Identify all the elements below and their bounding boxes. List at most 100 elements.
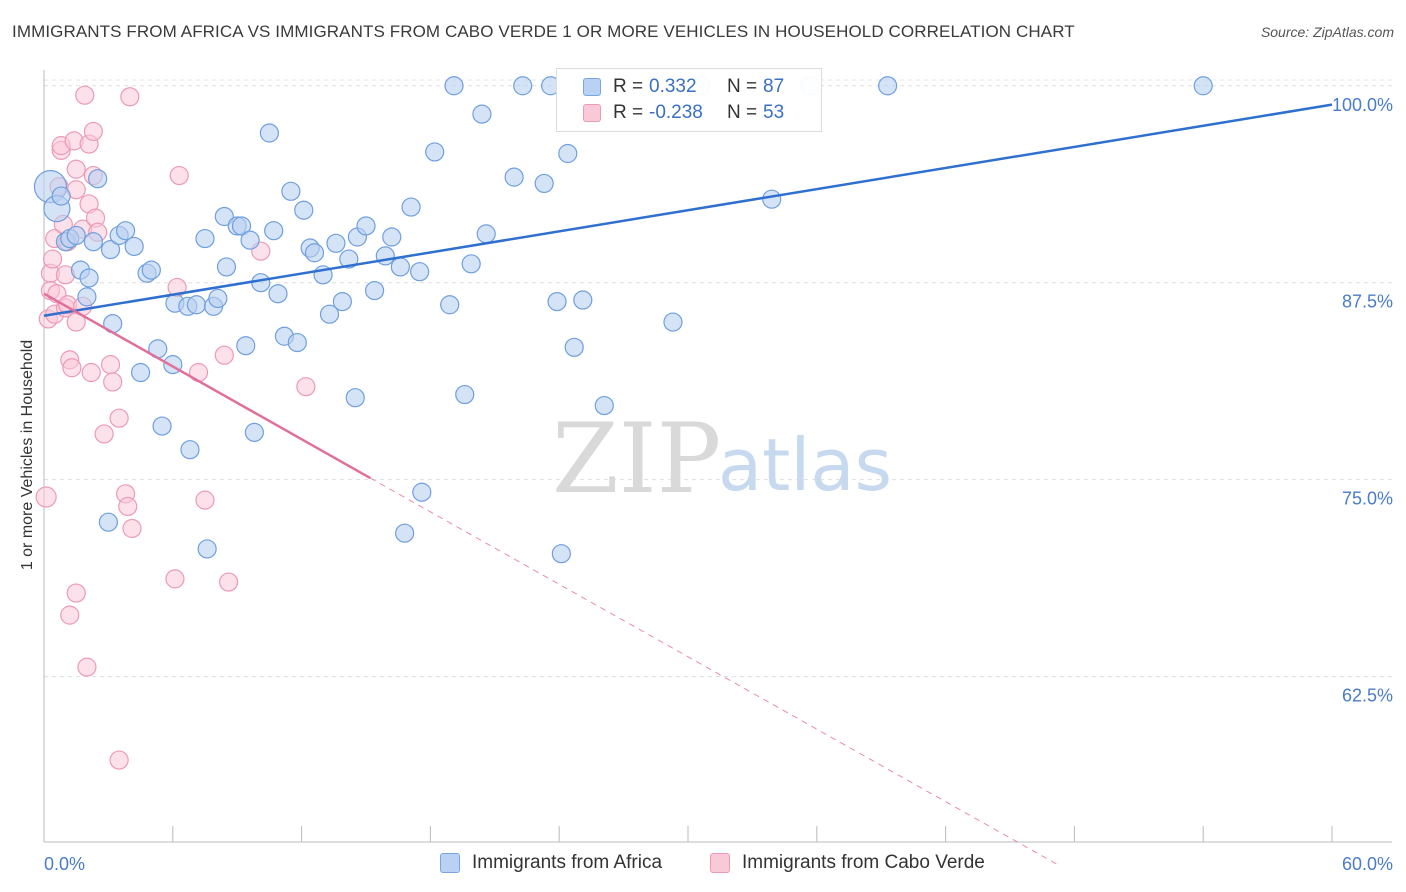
africa-point [461, 254, 481, 274]
cabo-point [120, 87, 140, 107]
cabo-point [214, 345, 234, 365]
africa-point [195, 228, 215, 249]
y-tick-label: 62.5% [1342, 686, 1393, 706]
africa-point [319, 304, 340, 324]
watermark: ZIP atlas [552, 403, 892, 515]
n-label: N = [727, 76, 758, 97]
africa-point [410, 262, 430, 282]
cabo-point [75, 85, 95, 105]
africa-point [236, 336, 256, 356]
africa-point [51, 186, 71, 206]
africa-point [339, 249, 359, 269]
africa-point [88, 169, 108, 189]
x-tick-label-max: 60.0% [1342, 854, 1393, 874]
trend-lines [43, 103, 1333, 867]
cabo-point [122, 518, 142, 539]
africa-point [264, 221, 284, 241]
y-tick-label: 100.0% [1332, 95, 1393, 115]
africa-point [77, 287, 97, 307]
africa-point [476, 224, 496, 244]
africa-point [564, 337, 584, 357]
cabo-point [109, 750, 129, 770]
africa-point [197, 539, 217, 559]
africa-point [444, 76, 464, 96]
africa-point [124, 236, 144, 257]
cabo-legend-swatch [710, 853, 730, 873]
cabo-point [81, 362, 101, 383]
africa-point [186, 295, 207, 315]
africa-legend-swatch [440, 853, 460, 873]
grid-lines [44, 79, 1392, 678]
africa-point [294, 200, 314, 220]
cabo-point [195, 490, 215, 510]
africa-point [356, 216, 376, 236]
africa-trend-line [43, 103, 1333, 318]
africa-point [287, 332, 307, 353]
africa-point [573, 290, 593, 310]
africa-point [412, 482, 432, 502]
cabo-point [42, 249, 63, 269]
africa-n-value: 87 [763, 76, 785, 97]
africa-point [504, 167, 524, 187]
cabo-point [66, 159, 86, 179]
series-legend: Immigrants from Africa Immigrants from C… [0, 852, 1406, 876]
africa-point [332, 292, 352, 312]
africa-point [364, 280, 385, 301]
africa-point [244, 422, 264, 442]
cabo-point [169, 165, 189, 186]
africa-point [216, 257, 237, 277]
cabo-verde-points [35, 85, 316, 770]
legend-item-africa[interactable]: Immigrants from Africa [440, 852, 662, 874]
x-tick-label-min: 0.0% [44, 854, 85, 874]
africa-point [115, 221, 136, 241]
africa-point [390, 257, 410, 277]
africa-point [208, 288, 228, 309]
stats-legend: R = 0.332 N = 87 R = -0.238 N = 53 [556, 68, 822, 132]
africa-point [66, 225, 86, 246]
y-axis-label: 1 or more Vehicles in Household [19, 339, 36, 571]
cabo-r-value: -0.238 [649, 102, 703, 123]
africa-point [472, 104, 492, 124]
cabo-point [77, 657, 97, 677]
cabo-point [219, 572, 239, 592]
africa-point [251, 273, 271, 293]
source-label: Source: ZipAtlas.com [1260, 24, 1394, 40]
africa-point [382, 227, 402, 247]
africa-point [214, 206, 234, 227]
r-label: R = [613, 102, 644, 123]
africa-point [375, 246, 395, 266]
africa-point [141, 260, 161, 280]
chart-title: IMMIGRANTS FROM AFRICA VS IMMIGRANTS FRO… [12, 22, 1075, 41]
africa-point [281, 181, 301, 201]
africa-point [547, 292, 567, 312]
legend-item-cabo[interactable]: Immigrants from Cabo Verde [710, 852, 985, 874]
cabo-point [60, 605, 80, 625]
cabo-point [100, 355, 121, 375]
cabo-swatch [583, 104, 601, 122]
cabo-point [118, 496, 138, 517]
africa-point [268, 284, 288, 304]
africa-point [455, 384, 475, 405]
watermark-zip: ZIP [552, 403, 721, 515]
africa-point [1193, 76, 1213, 96]
watermark-atlas: atlas [718, 423, 892, 507]
africa-point [79, 268, 99, 288]
africa-point [345, 388, 365, 408]
africa-point [513, 76, 533, 96]
africa-point [180, 440, 200, 460]
africa-point [259, 123, 279, 143]
cabo-point [109, 408, 129, 428]
africa-point [425, 142, 445, 162]
africa-point [98, 512, 119, 532]
africa-swatch [583, 78, 601, 96]
africa-point [551, 544, 571, 564]
cabo-point [35, 486, 57, 508]
legend-row-africa: R = 0.332 N = 87 [583, 74, 784, 100]
africa-point [878, 76, 898, 96]
cabo-trend-line [43, 292, 371, 480]
cabo-legend-label: Immigrants from Cabo Verde [742, 852, 985, 873]
cabo-point [296, 377, 316, 397]
africa-point [440, 295, 460, 315]
cabo-point [94, 424, 114, 444]
